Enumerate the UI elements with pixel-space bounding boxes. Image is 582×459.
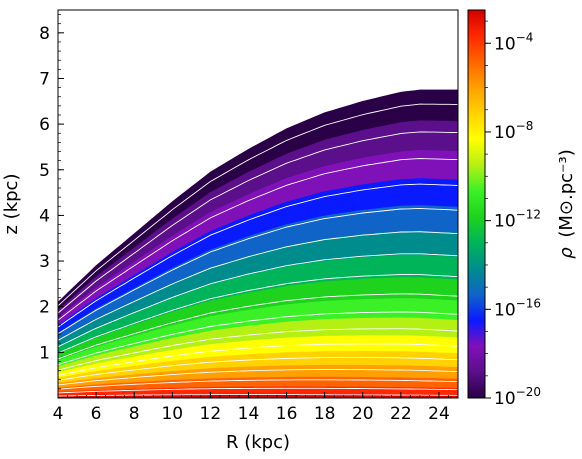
colorbar: 10−4 10−8 10−12 10−16 10−20 ρ (M⊙.pc⁻³) bbox=[467, 9, 577, 409]
colorbar-label: ρ (M⊙.pc⁻³) bbox=[556, 149, 577, 259]
x-tick-label: 24 bbox=[428, 404, 450, 424]
contour-line bbox=[58, 158, 458, 321]
contour-line bbox=[58, 293, 458, 360]
y-tick-label: 2 bbox=[39, 298, 50, 318]
contour-line bbox=[58, 231, 458, 341]
contour-line bbox=[58, 311, 458, 366]
colorbar-tick-label: 10−8 bbox=[494, 119, 533, 143]
x-tick-label: 12 bbox=[200, 404, 222, 424]
y-tick-label: 4 bbox=[39, 206, 50, 226]
contour-line bbox=[58, 103, 458, 307]
colorbar-gradient bbox=[467, 9, 486, 399]
y-tick-label: 1 bbox=[39, 343, 50, 363]
x-tick-label: 20 bbox=[352, 404, 374, 424]
y-axis-label: z (kpc) bbox=[1, 174, 22, 235]
y-tick-label: 5 bbox=[39, 161, 50, 181]
x-tick-label: 8 bbox=[129, 404, 140, 424]
x-tick-label: 6 bbox=[91, 404, 102, 424]
contour-line bbox=[58, 208, 458, 335]
y-tick-label: 8 bbox=[39, 24, 50, 44]
x-tick-label: 14 bbox=[238, 404, 260, 424]
contour-line bbox=[58, 328, 458, 371]
contour-line bbox=[58, 274, 458, 354]
x-axis-label: R (kpc) bbox=[226, 432, 290, 453]
contour-line bbox=[58, 379, 458, 390]
colorbar-ticks: 10−4 10−8 10−12 10−16 10−20 bbox=[485, 20, 541, 409]
density-contours bbox=[58, 103, 458, 397]
colorbar-label-units: (M⊙.pc⁻³) bbox=[556, 149, 577, 237]
x-tick-label: 10 bbox=[161, 404, 183, 424]
contour-line bbox=[58, 369, 458, 386]
x-tick-label: 18 bbox=[314, 404, 336, 424]
contour-line bbox=[58, 387, 458, 394]
y-tick-label: 6 bbox=[39, 115, 50, 135]
contour-line bbox=[58, 357, 458, 381]
x-tick-label: 22 bbox=[390, 404, 412, 424]
y-tick-label: 3 bbox=[39, 252, 50, 272]
colorbar-tick-label: 10−12 bbox=[494, 208, 541, 232]
contour-line bbox=[58, 253, 458, 348]
colorbar-tick-label: 10−4 bbox=[494, 30, 533, 54]
colorbar-label-symbol: ρ bbox=[556, 247, 577, 259]
x-axis-ticks: 4 6 8 10 12 14 16 18 20 22 24 bbox=[53, 392, 459, 424]
x-tick-label: 16 bbox=[276, 404, 298, 424]
contour-line bbox=[58, 131, 458, 314]
x-tick-label: 4 bbox=[53, 404, 64, 424]
contour-line bbox=[58, 343, 458, 376]
y-tick-label: 7 bbox=[39, 69, 50, 89]
colorbar-tick-label: 10−20 bbox=[494, 385, 541, 409]
contour-line bbox=[58, 183, 458, 328]
y-axis-ticks: 1 2 3 4 5 6 7 8 bbox=[39, 14, 64, 399]
colorbar-tick-label: 10−16 bbox=[494, 296, 541, 320]
